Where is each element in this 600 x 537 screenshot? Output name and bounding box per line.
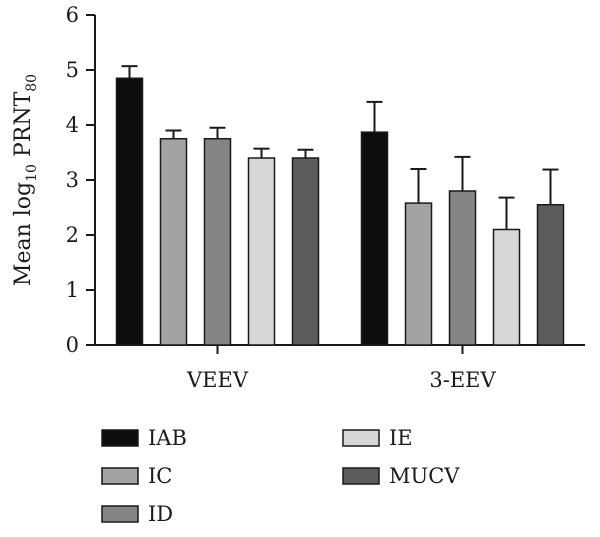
x-tick-label: VEEV (186, 368, 249, 392)
bar-iab (115, 77, 144, 346)
y-tick-label: 1 (66, 278, 79, 302)
legend-label-ie: IE (389, 426, 413, 450)
bar-mucv (536, 204, 565, 346)
bar-mucv (291, 157, 320, 346)
legend-swatch-mucv (342, 467, 380, 485)
y-tick-label: 2 (66, 223, 79, 247)
bar-ie (492, 228, 521, 346)
bar-ic (159, 138, 188, 346)
y-axis: 0 1 2 3 4 5 6 (66, 3, 96, 357)
legend-label-mucv: MUCV (389, 464, 460, 488)
y-tick-label: 6 (66, 3, 79, 27)
legend-swatch-id (101, 505, 139, 523)
y-tick-label: 5 (66, 58, 79, 82)
legend-swatch-ic (101, 467, 139, 485)
bar-id (203, 138, 232, 346)
legend: IAB IC ID IE MUCV (101, 426, 460, 526)
legend-label-ic: IC (148, 464, 172, 488)
bar-id (448, 190, 477, 346)
bar-ic (404, 202, 433, 346)
y-axis-label: Mean log10 PRNT80 (11, 74, 40, 286)
bars (115, 65, 565, 346)
legend-label-iab: IAB (148, 426, 187, 450)
legend-label-id: ID (148, 502, 173, 526)
y-tick-label: 3 (66, 168, 79, 192)
legend-swatch-iab (101, 429, 139, 447)
y-tick-label: 0 (66, 333, 79, 357)
x-axis: VEEV 3-EEV (95, 344, 585, 392)
y-tick-label: 4 (66, 113, 79, 137)
bar-iab (360, 131, 389, 346)
legend-swatch-ie (342, 429, 380, 447)
x-tick-label: 3-EEV (429, 368, 496, 392)
bar-ie (247, 157, 276, 346)
